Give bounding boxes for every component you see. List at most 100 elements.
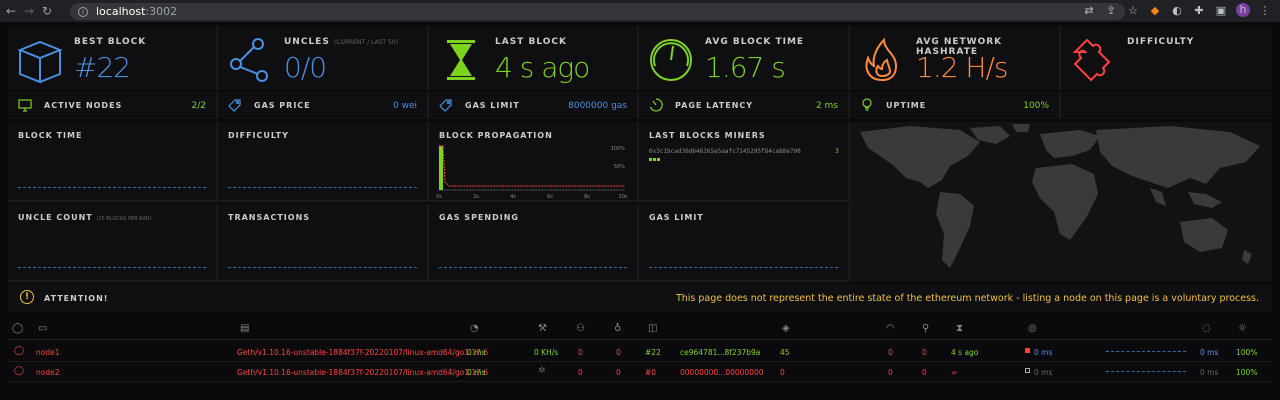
- avg-block-time-stat: AVG BLOCK TIME 1.67 s: [639, 26, 850, 90]
- uncle-count-title: UNCLE COUNT (25 BLOCKS PER BAR): [18, 213, 152, 222]
- attention-banner: ! ATTENTION! This page does not represen…: [8, 284, 1272, 312]
- sidebar-icon[interactable]: ▣: [1215, 3, 1227, 17]
- flame-icon: [865, 37, 898, 82]
- difficulty-label: DIFFICULTY: [1127, 37, 1195, 47]
- node-name-column-icon[interactable]: ▭: [38, 323, 48, 334]
- best-block-value: #22: [74, 51, 131, 84]
- pin-icon[interactable]: ◯: [14, 346, 25, 356]
- gas-spending-title: GAS SPENDING: [439, 213, 519, 222]
- node-latency: 0 ms: [467, 348, 486, 357]
- tag-icon: [439, 99, 452, 112]
- node-block-hash: ce964781...8f237b9a: [680, 348, 761, 357]
- propagation-column-icon[interactable]: ◎: [1028, 323, 1037, 334]
- pending-column-icon[interactable]: ♁: [614, 323, 622, 334]
- node-transactions: 0: [922, 348, 927, 357]
- miner-blocks: [649, 158, 660, 161]
- address-bar[interactable]: i localhost:3002: [70, 3, 1125, 20]
- miner-address: 0x3c1bcad30d646265e5aafc7145295f84ca88e7…: [649, 148, 801, 155]
- pin-column-icon[interactable]: ◯: [12, 323, 24, 334]
- last-block-value: 4 s ago: [495, 51, 590, 84]
- node-type-column-icon[interactable]: ▤: [240, 323, 250, 334]
- reload-icon[interactable]: ↻: [41, 4, 53, 18]
- share-icon[interactable]: ⇪: [1106, 3, 1116, 17]
- world-map-shape: [860, 124, 1260, 268]
- block-time-title: BLOCK TIME: [18, 131, 83, 140]
- miner-count: 3: [835, 148, 839, 155]
- world-map[interactable]: [850, 122, 1272, 282]
- site-info-icon[interactable]: i: [78, 6, 88, 17]
- avg-block-time-value: 1.67 s: [705, 51, 786, 84]
- not-mining-icon: ✲: [538, 366, 546, 376]
- transactions-chart: TRANSACTIONS: [218, 204, 429, 282]
- gas-limit-chart: GAS LIMIT: [639, 204, 850, 282]
- nodes-table-header: ◯ ▭ ▤ ◔ ⚒ ⚇ ♁ ◫ ◈ ◠ ⚲ ⧗ ◎ ◌ ☼: [8, 318, 1272, 340]
- miner-block-square: [649, 158, 652, 161]
- propagation-bar: [439, 146, 443, 190]
- active-nodes-stat: ACTIVE NODES 2/2: [8, 92, 218, 119]
- latency-column-icon[interactable]: ◔: [470, 323, 479, 334]
- forward-icon[interactable]: →: [23, 4, 35, 18]
- gas-limit-chart-title: GAS LIMIT: [649, 213, 704, 222]
- difficulty-stat: DIFFICULTY: [1061, 26, 1272, 90]
- back-icon[interactable]: ←: [5, 4, 17, 18]
- translate-icon[interactable]: ⇄: [1084, 3, 1094, 17]
- miner-block-square: [657, 158, 660, 161]
- difficulty-column-icon[interactable]: ◈: [782, 323, 790, 334]
- page-latency-stat: PAGE LATENCY 2 ms: [639, 92, 850, 119]
- menu-icon[interactable]: ⋮: [1259, 3, 1271, 17]
- url-port: :3002: [145, 5, 178, 18]
- propagation-history: [1106, 351, 1186, 352]
- gas-price-label: GAS PRICE: [254, 101, 311, 110]
- node-latency: 0 ms: [467, 368, 486, 377]
- uptime-stat: UPTIME 100%: [850, 92, 1061, 119]
- block-column-icon[interactable]: ◫: [648, 323, 658, 334]
- avg-propagation-column-icon[interactable]: ◌: [1202, 323, 1211, 334]
- last-block-label: LAST BLOCK: [495, 37, 567, 47]
- propagation-x-tick: 8s: [584, 194, 590, 200]
- node-peers: 0: [578, 368, 583, 377]
- lightbulb-icon: [862, 98, 872, 111]
- table-row[interactable]: ◯ node2 Geth/v1.10.16-unstable-1884f37f-…: [8, 362, 1272, 382]
- node-client: Geth/v1.10.16-unstable-1884f37f-20220107…: [237, 348, 489, 357]
- node-name: node1: [36, 348, 60, 357]
- uncles-icon: [230, 38, 268, 82]
- metamask-icon[interactable]: ◆: [1150, 3, 1160, 17]
- node-propagation: 0 ms: [1034, 348, 1053, 357]
- difficulty-chart: DIFFICULTY: [218, 122, 429, 202]
- node-last-block: ∞: [951, 368, 958, 377]
- avg-block-time-label: AVG BLOCK TIME: [705, 37, 805, 47]
- node-block-hash: 00000000...00000000: [680, 368, 764, 377]
- propagation-indicator: [1025, 348, 1030, 353]
- uncles-column-icon[interactable]: ◠: [886, 323, 895, 334]
- node-uncles: 0: [888, 348, 893, 357]
- avg-hashrate-label: AVG NETWORK HASHRATE: [916, 37, 1003, 57]
- uptime-column-icon[interactable]: ☼: [1238, 323, 1247, 334]
- last-blocks-miners-panel: LAST BLOCKS MINERS 0x3c1bcad30d646265e5a…: [639, 122, 850, 202]
- node-difficulty: 45: [780, 348, 790, 357]
- gas-price-value: 0 wei: [393, 101, 417, 111]
- transactions-column-icon[interactable]: ⚲: [922, 323, 930, 334]
- puzzle-icon[interactable]: ✚: [1194, 3, 1204, 17]
- active-nodes-label: ACTIVE NODES: [44, 101, 123, 110]
- node-last-block: 4 s ago: [951, 348, 979, 357]
- bookmark-star-icon[interactable]: ☆: [1128, 3, 1138, 17]
- gas-limit-value: 8000000 gas: [568, 101, 627, 111]
- propagation-x-tick: 0s: [436, 194, 442, 200]
- warning-icon: !: [20, 290, 34, 304]
- extension-icon[interactable]: ◐: [1172, 3, 1182, 17]
- table-row[interactable]: ◯ node1 Geth/v1.10.16-unstable-1884f37f-…: [8, 342, 1272, 362]
- avg-hashrate-stat: AVG NETWORK HASHRATE 1.2 H/s: [850, 26, 1061, 90]
- node-uptime: 100%: [1236, 368, 1258, 377]
- propagation-indicator: [1025, 368, 1030, 373]
- avg-hashrate-value: 1.2 H/s: [916, 51, 1009, 84]
- propagation-x-tick: 2s: [473, 194, 479, 200]
- uncle-count-baseline: [18, 267, 206, 268]
- difficulty-chart-title: DIFFICULTY: [228, 131, 289, 140]
- mining-column-icon[interactable]: ⚒: [538, 323, 547, 334]
- last-block-column-icon[interactable]: ⧗: [956, 323, 964, 334]
- last-block-stat: LAST BLOCK 4 s ago: [429, 26, 639, 90]
- propagation-x-tick: 10s: [619, 194, 628, 200]
- avatar[interactable]: h: [1236, 3, 1250, 17]
- pin-icon[interactable]: ◯: [14, 366, 25, 376]
- peers-column-icon[interactable]: ⚇: [576, 323, 585, 334]
